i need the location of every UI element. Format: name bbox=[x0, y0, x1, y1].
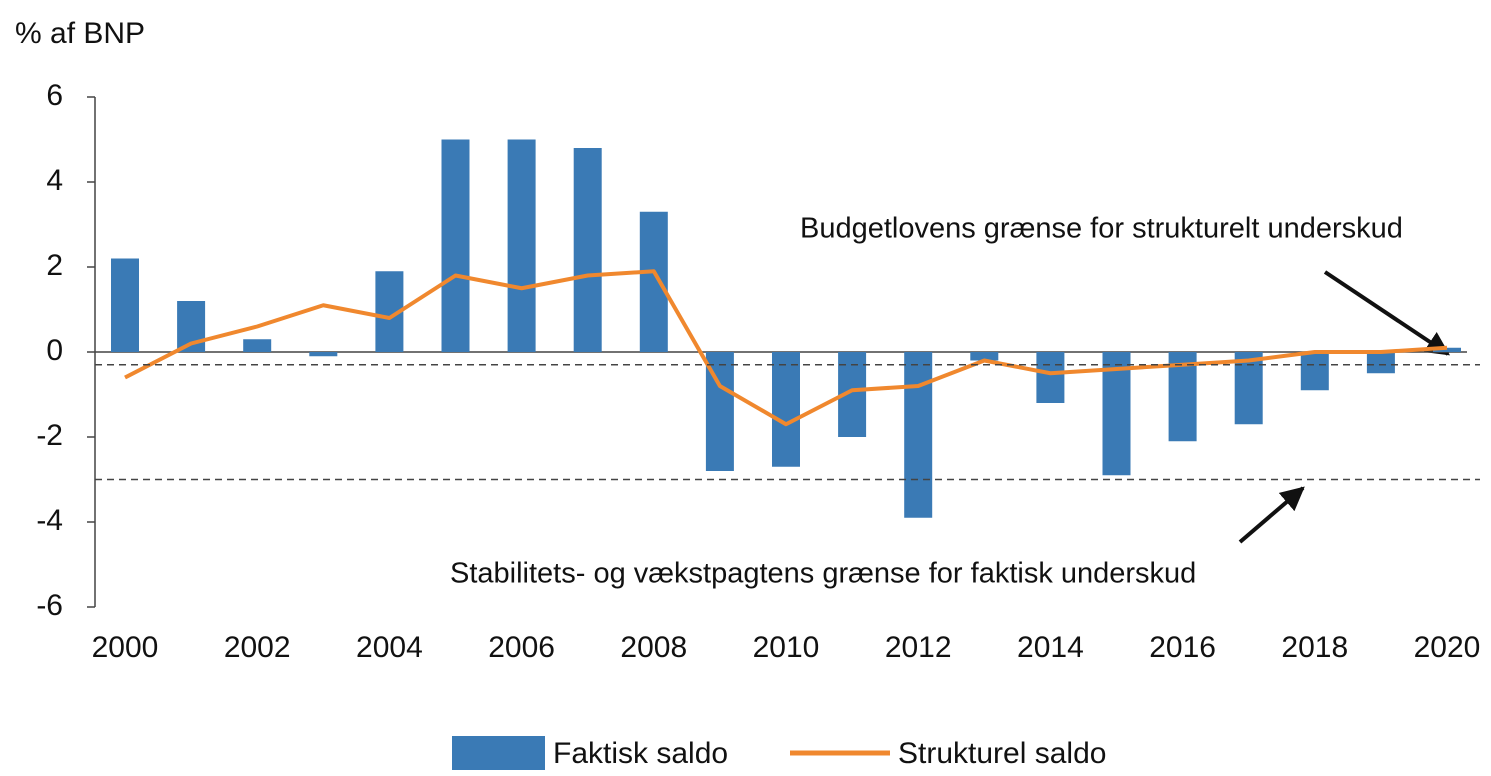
y-tick-label: 0 bbox=[46, 334, 63, 367]
y-tick-label: -4 bbox=[36, 504, 63, 537]
bar bbox=[1036, 352, 1065, 403]
bar bbox=[111, 258, 139, 352]
y-tick-label: 6 bbox=[46, 79, 63, 112]
y-tick-label: -2 bbox=[36, 419, 63, 452]
bar bbox=[1102, 352, 1131, 476]
bar bbox=[639, 211, 668, 352]
bar bbox=[1433, 347, 1461, 352]
x-tick-label: 2000 bbox=[92, 631, 159, 664]
line bbox=[124, 269, 1448, 427]
x-tick-label: 2014 bbox=[1017, 631, 1084, 664]
y-tick-label: -6 bbox=[36, 589, 63, 622]
bar bbox=[441, 139, 470, 352]
x-tick-label: 2016 bbox=[1149, 631, 1216, 664]
annotation: Stabilitets- og vækstpagtens grænse for … bbox=[450, 558, 1196, 590]
x-tick-label: 2012 bbox=[885, 631, 952, 664]
bar bbox=[970, 352, 999, 361]
arrows bbox=[1238, 270, 1450, 544]
legend-swatch bbox=[452, 736, 545, 770]
y-tick-label: 2 bbox=[46, 249, 63, 282]
bar bbox=[772, 352, 800, 467]
legend-label: Faktisk saldo bbox=[553, 737, 728, 770]
x-tick-label: 2008 bbox=[620, 631, 687, 664]
bar bbox=[507, 139, 536, 352]
x-tick-label: 2002 bbox=[224, 631, 291, 664]
x-tick-label: 2020 bbox=[1414, 631, 1481, 664]
x-tick-label: 2018 bbox=[1281, 631, 1348, 664]
arrow bbox=[1323, 270, 1450, 356]
bar bbox=[1300, 352, 1329, 391]
legend-label: Strukturel saldo bbox=[898, 737, 1106, 770]
x-tick-label: 2010 bbox=[753, 631, 820, 664]
bar bbox=[1366, 352, 1395, 374]
y-tick-label: 4 bbox=[46, 164, 63, 197]
bar bbox=[573, 148, 602, 352]
x-tick-label: 2004 bbox=[356, 631, 423, 664]
arrow bbox=[1238, 486, 1305, 544]
bar bbox=[904, 352, 933, 518]
y-axis-label: % af BNP bbox=[15, 17, 145, 50]
x-tick-label: 2006 bbox=[488, 631, 555, 664]
annotation: Budgetlovens grænse for strukturelt unde… bbox=[800, 213, 1403, 245]
bar bbox=[243, 339, 272, 352]
bar bbox=[309, 352, 338, 357]
